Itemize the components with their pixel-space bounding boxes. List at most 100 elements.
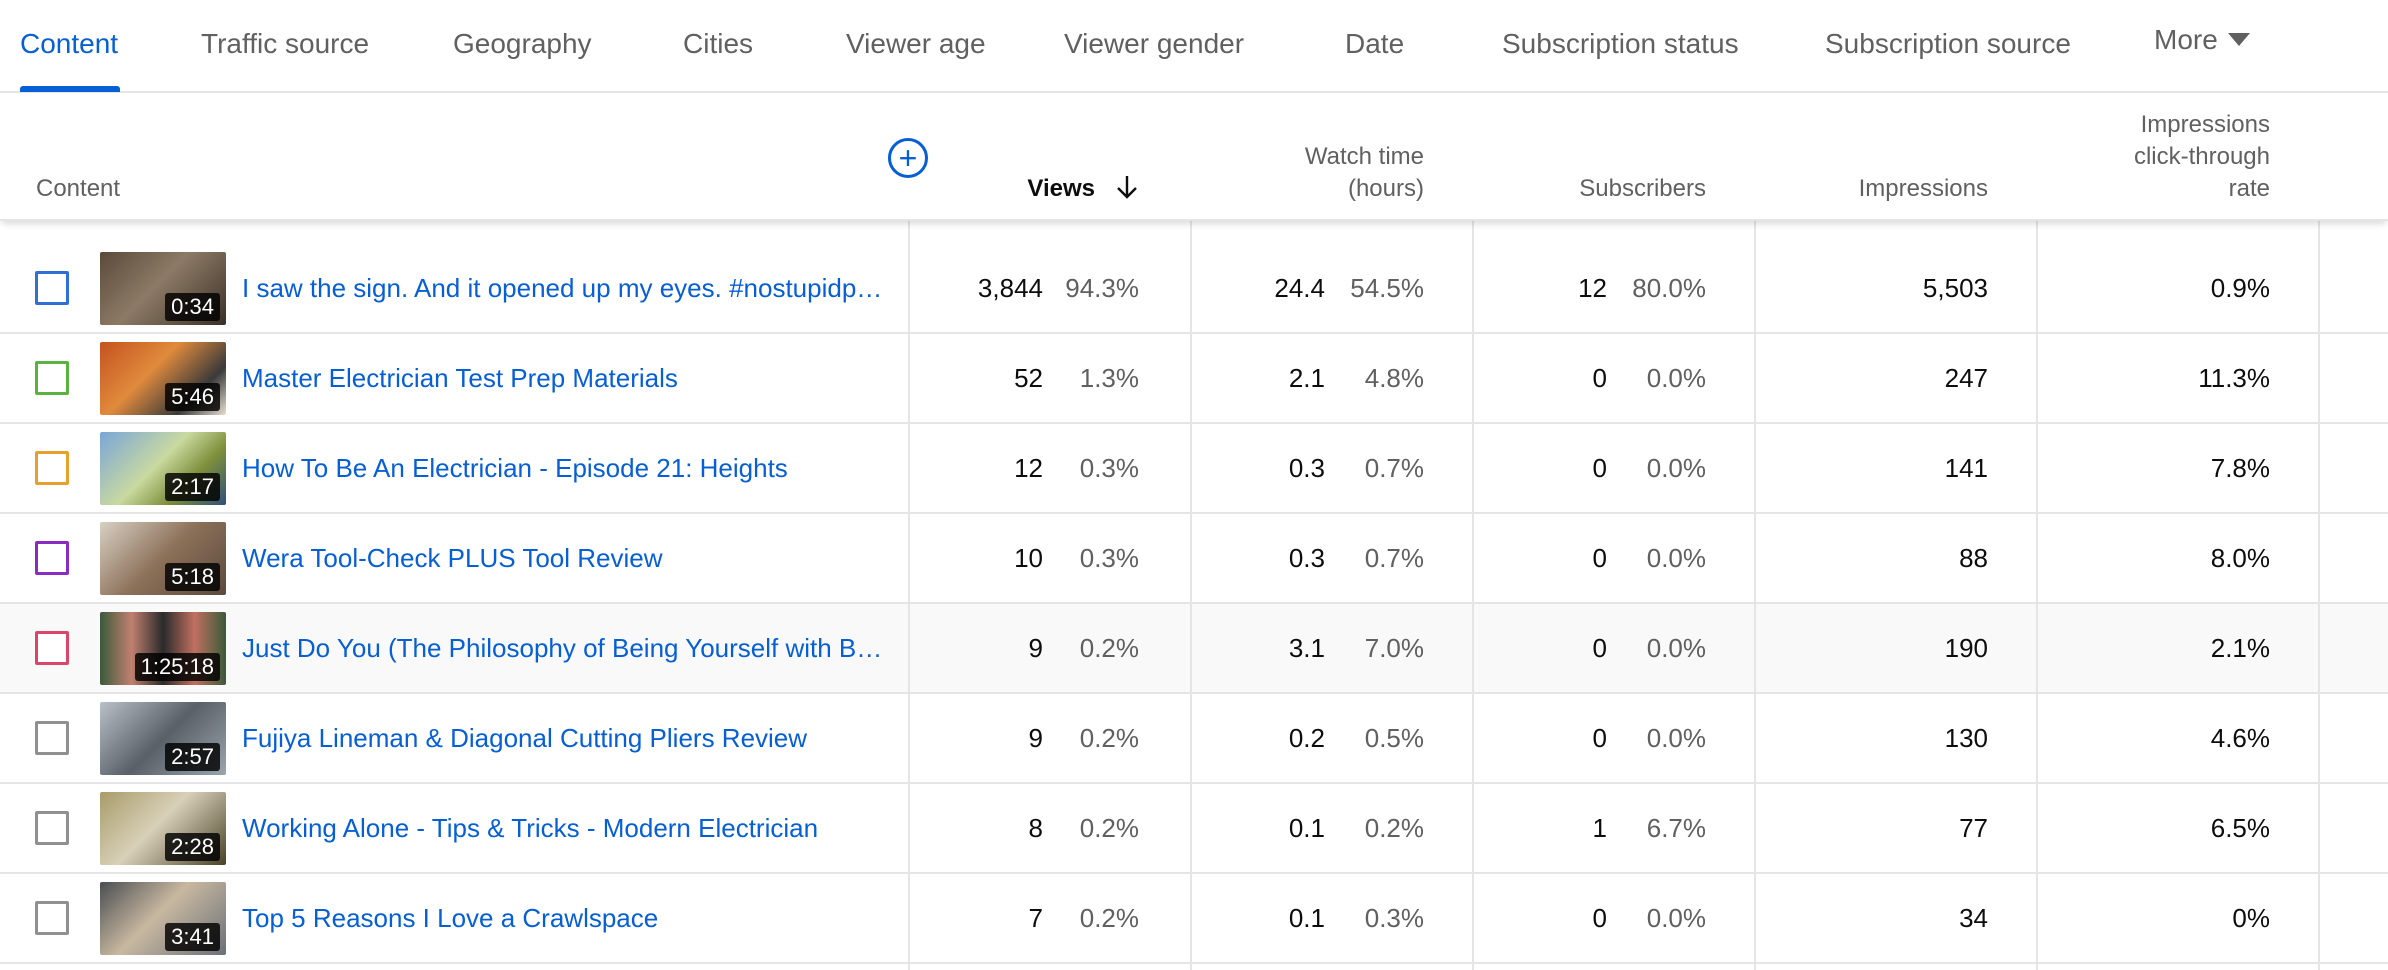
ctr-value: 2.1%	[2210, 633, 2270, 663]
ctr-label-line-2: click-through	[2133, 143, 2270, 170]
row-select-checkbox[interactable]	[35, 361, 69, 395]
watch-time-value: 2.1	[1288, 363, 1325, 393]
watch-time-percent: 7.0%	[1364, 633, 1424, 663]
views-percent: 94.3%	[1065, 273, 1139, 303]
row-select-checkbox[interactable]	[35, 901, 69, 935]
impressions-value: 34	[1959, 903, 1988, 933]
table-row[interactable]: 5:18 Wera Tool-Check PLUS Tool Review 10…	[0, 514, 2388, 604]
column-divider	[1190, 93, 1192, 970]
video-thumbnail[interactable]: 5:18	[100, 522, 226, 595]
impressions-value: 190	[1944, 633, 1988, 663]
row-select-checkbox[interactable]	[35, 811, 69, 845]
tab-date[interactable]: Date	[1345, 28, 1405, 59]
column-header-impressions[interactable]: Impressions	[1858, 175, 1988, 202]
video-title-link[interactable]: Fujiya Lineman & Diagonal Cutting Pliers…	[242, 723, 808, 753]
video-title-link[interactable]: I saw the sign. And it opened up my eyes…	[242, 273, 887, 303]
subscribers-percent: 0.0%	[1646, 903, 1706, 933]
table-row[interactable]: 5:46 Master Electrician Test Prep Materi…	[0, 334, 2388, 424]
watch-time-percent: 0.3%	[1364, 903, 1424, 933]
table-row[interactable]: 0:34 I saw the sign. And it opened up my…	[0, 244, 2388, 334]
subscribers-percent: 6.7%	[1646, 813, 1706, 843]
table-row[interactable]: 2:57 Fujiya Lineman & Diagonal Cutting P…	[0, 694, 2388, 784]
table-row[interactable]: 3:41 Top 5 Reasons I Love a Crawlspace 7…	[0, 874, 2388, 964]
row-select-checkbox[interactable]	[35, 631, 69, 665]
watch-time-value: 0.3	[1288, 543, 1325, 573]
ctr-value: 0%	[2232, 903, 2270, 933]
watch-time-value: 3.1	[1288, 633, 1325, 663]
impressions-value: 130	[1944, 723, 1988, 753]
video-thumbnail[interactable]: 1:25:18	[100, 612, 226, 685]
ctr-value: 0.9%	[2210, 273, 2270, 303]
views-value: 12	[1014, 453, 1043, 483]
subscribers-value: 1	[1592, 813, 1607, 843]
video-thumbnail[interactable]: 0:34	[100, 252, 226, 325]
subscribers-percent: 0.0%	[1646, 363, 1706, 393]
video-duration: 1:25:18	[134, 653, 220, 681]
tab-viewer-gender[interactable]: Viewer gender	[1064, 28, 1245, 59]
ctr-value: 11.3%	[2198, 363, 2270, 393]
views-percent: 1.3%	[1079, 363, 1139, 393]
row-select-checkbox[interactable]	[35, 541, 69, 575]
video-title-link[interactable]: Wera Tool-Check PLUS Tool Review	[242, 543, 663, 573]
column-header-views[interactable]: Views	[1027, 173, 1139, 205]
tab-traffic-source[interactable]: Traffic source	[201, 28, 370, 59]
add-metric-button[interactable]: +	[888, 138, 928, 178]
views-percent: 0.3%	[1079, 543, 1139, 573]
subscribers-value: 0	[1592, 723, 1607, 753]
column-header-ctr[interactable]: Impressions click-through rate	[2134, 109, 2270, 205]
tab-cities[interactable]: Cities	[683, 28, 754, 59]
views-value: 8	[1028, 813, 1043, 843]
video-title-link[interactable]: Working Alone - Tips & Tricks - Modern E…	[242, 813, 819, 843]
ctr-value: 4.6%	[2210, 723, 2270, 753]
video-thumbnail[interactable]: 5:46	[100, 342, 226, 415]
watch-time-value: 24.4	[1274, 273, 1325, 303]
row-select-checkbox[interactable]	[35, 271, 69, 305]
column-header-watch-time[interactable]: Watch time (hours)	[1305, 141, 1424, 205]
ctr-label-line-1: Impressions	[2140, 111, 2270, 138]
ctr-value: 8.0%	[2210, 543, 2270, 573]
video-thumbnail[interactable]: 3:41	[100, 882, 226, 955]
table-row[interactable]: 2:28 Working Alone - Tips & Tricks - Mod…	[0, 784, 2388, 874]
views-value: 3,844	[977, 273, 1043, 303]
video-duration: 2:57	[165, 743, 220, 771]
column-divider	[908, 93, 910, 970]
row-select-checkbox[interactable]	[35, 451, 69, 485]
table-row[interactable]: 1:25:18 Just Do You (The Philosophy of B…	[0, 604, 2388, 694]
views-value: 9	[1028, 723, 1043, 753]
video-title-link[interactable]: How To Be An Electrician - Episode 21: H…	[242, 453, 788, 483]
ctr-value: 7.8%	[2210, 453, 2270, 483]
subscribers-value: 0	[1592, 903, 1607, 933]
column-header-subscribers[interactable]: Subscribers	[1579, 175, 1706, 202]
video-title-link[interactable]: Just Do You (The Philosophy of Being You…	[242, 633, 887, 663]
tab-geography[interactable]: Geography	[453, 28, 592, 59]
subscribers-percent: 0.0%	[1646, 543, 1706, 573]
video-duration: 2:28	[165, 833, 220, 861]
views-percent: 0.2%	[1079, 903, 1139, 933]
column-header-content[interactable]: Content	[36, 175, 121, 202]
video-title-link[interactable]: Master Electrician Test Prep Materials	[242, 363, 678, 393]
watch-time-percent: 4.8%	[1364, 363, 1424, 393]
views-header-label: Views	[1027, 175, 1095, 202]
subscribers-percent: 0.0%	[1646, 723, 1706, 753]
watch-time-value: 0.3	[1288, 453, 1325, 483]
tab-content[interactable]: Content	[20, 28, 119, 59]
table-row[interactable]: 2:17 How To Be An Electrician - Episode …	[0, 424, 2388, 514]
tab-subscription-source[interactable]: Subscription source	[1825, 28, 2071, 59]
impressions-value: 88	[1959, 543, 1988, 573]
video-thumbnail[interactable]: 2:28	[100, 792, 226, 865]
row-select-checkbox[interactable]	[35, 721, 69, 755]
video-thumbnail[interactable]: 2:57	[100, 702, 226, 775]
tab-subscription-status[interactable]: Subscription status	[1502, 28, 1739, 59]
watch-time-value: 0.2	[1288, 723, 1325, 753]
video-thumbnail[interactable]: 2:17	[100, 432, 226, 505]
watch-time-percent: 0.7%	[1364, 453, 1424, 483]
plus-icon: +	[898, 140, 918, 176]
video-title-link[interactable]: Top 5 Reasons I Love a Crawlspace	[242, 903, 659, 933]
watch-time-percent: 54.5%	[1350, 273, 1424, 303]
subscribers-value: 0	[1592, 453, 1607, 483]
tab-more[interactable]: More	[2154, 20, 2250, 60]
sort-down-arrow-icon	[1117, 176, 1137, 199]
watch-time-unit-label: (hours)	[1347, 175, 1424, 202]
tab-viewer-age[interactable]: Viewer age	[846, 28, 986, 59]
video-duration: 3:41	[165, 923, 220, 951]
